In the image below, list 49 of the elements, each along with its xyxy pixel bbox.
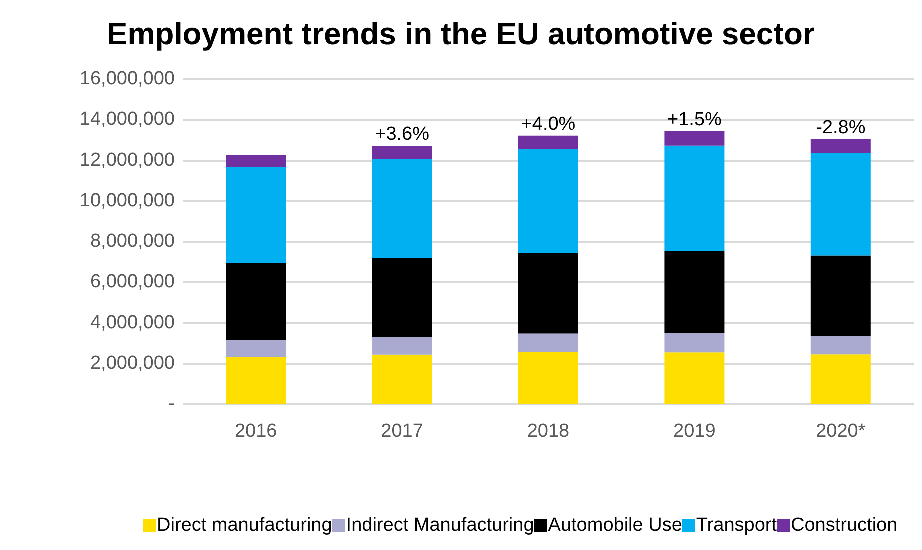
bar — [372, 258, 432, 338]
bar — [810, 354, 871, 404]
x-tick-label: 2019 — [674, 421, 716, 442]
bar — [664, 131, 725, 146]
bar — [372, 159, 432, 258]
x-tick-label: 2016 — [234, 421, 278, 442]
bar — [226, 357, 286, 404]
bar — [518, 334, 578, 352]
bar — [810, 256, 871, 336]
bar — [664, 352, 725, 404]
bar — [518, 352, 578, 404]
legend-label: Automobile Use — [548, 515, 682, 536]
annotation: -2.8% — [816, 117, 866, 138]
legend-label: Indirect Manufacturing — [346, 515, 534, 536]
bar — [226, 340, 286, 358]
chart-title: Employment trends in the EU automotive sector — [107, 16, 815, 52]
bar — [372, 337, 432, 355]
y-tick-label: 14,000,000 — [80, 109, 175, 130]
bar — [226, 166, 286, 264]
y-tick-label: 4,000,000 — [90, 312, 175, 334]
y-tick-label: 12,000,000 — [80, 150, 175, 171]
annotation: +1.5% — [667, 109, 722, 130]
bar — [810, 153, 871, 256]
y-tick-label: 6,000,000 — [90, 272, 175, 293]
bar — [810, 139, 871, 154]
y-tick-label: 8,000,000 — [90, 231, 175, 252]
bar — [664, 251, 725, 334]
bar — [226, 154, 286, 167]
x-tick-label: 2018 — [527, 421, 570, 442]
bar — [518, 253, 578, 334]
legend-label: Transport — [696, 515, 778, 536]
bar — [518, 149, 578, 254]
bar — [664, 333, 725, 353]
bar — [372, 354, 432, 404]
y-tick-label: 10,000,000 — [80, 190, 175, 212]
bar — [810, 336, 871, 355]
y-tick-label: 16,000,000 — [80, 68, 175, 90]
x-tick-label: 2020* — [816, 421, 866, 442]
bar — [518, 136, 578, 150]
bar — [226, 263, 286, 340]
annotation: +4.0% — [521, 114, 576, 135]
y-tick-label: - — [168, 394, 175, 414]
bar — [372, 146, 432, 160]
legend-label: Construction — [791, 515, 898, 536]
x-tick-label: 2017 — [381, 421, 424, 442]
bar — [664, 146, 725, 252]
annotation: +3.6% — [375, 124, 430, 146]
y-tick-label: 2,000,000 — [90, 352, 175, 374]
legend-label: Direct manufacturing — [157, 515, 332, 536]
